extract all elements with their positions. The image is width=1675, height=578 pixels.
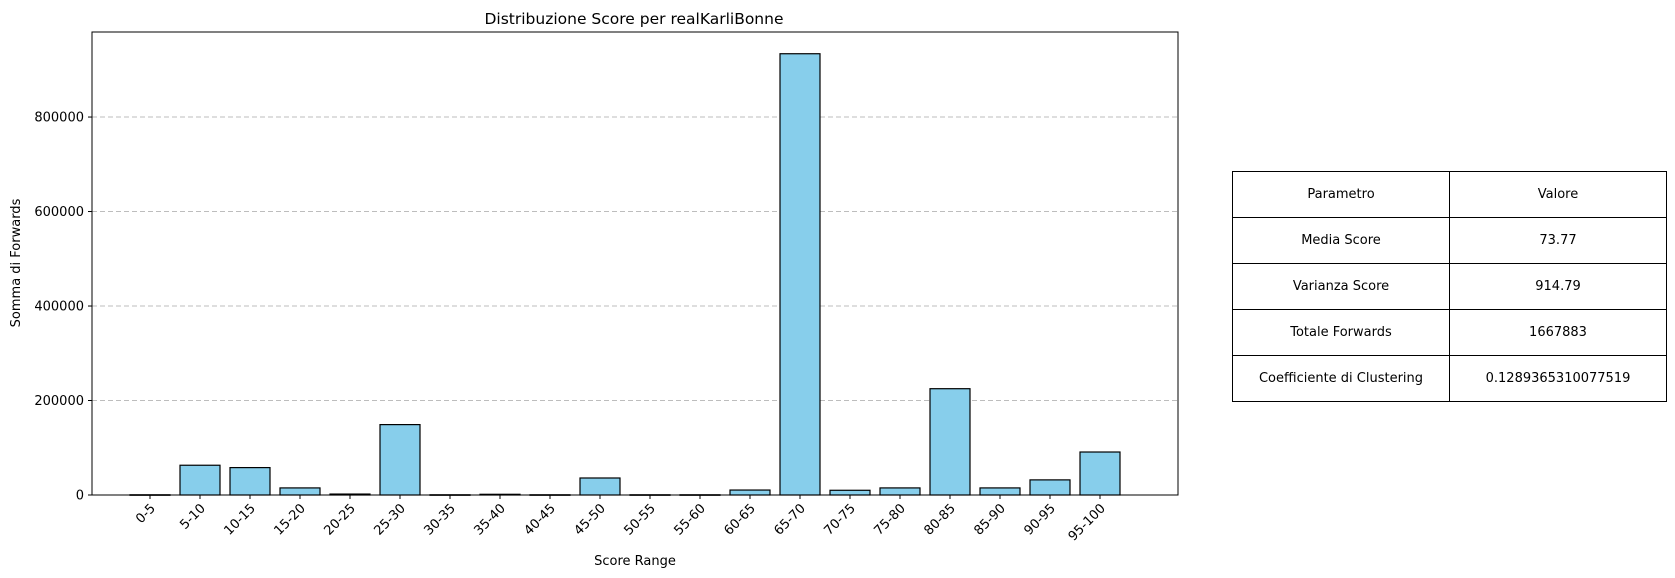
x-tick-label: 30-35 xyxy=(422,501,459,538)
table-cell-parameter: Varianza Score xyxy=(1232,263,1450,310)
table-cell-value: 73.77 xyxy=(1449,217,1667,264)
x-tick-label: 0-5 xyxy=(133,501,159,527)
table-cell-parameter: Coefficiente di Clustering xyxy=(1232,355,1450,402)
x-tick-label: 55-60 xyxy=(672,501,709,538)
table-row: Totale Forwards 1667883 xyxy=(1232,309,1667,356)
plot-frame xyxy=(91,31,1179,496)
bar xyxy=(1029,479,1071,496)
gridlines xyxy=(92,116,1178,402)
bar xyxy=(379,424,421,496)
x-tick-label: 75-80 xyxy=(872,501,909,538)
table-cell-parameter: Media Score xyxy=(1232,217,1450,264)
bar xyxy=(929,388,971,496)
table-row: Varianza Score 914.79 xyxy=(1232,263,1667,310)
x-tick-label: 5-10 xyxy=(177,501,208,532)
x-tick-label: 20-25 xyxy=(322,501,359,538)
table-header-cell: Parametro xyxy=(1232,171,1450,218)
bar xyxy=(779,53,821,496)
bar xyxy=(1079,451,1121,496)
statistics-table: Parametro Valore Media Score 73.77 Varia… xyxy=(1232,171,1667,402)
y-tick-label: 800000 xyxy=(34,111,84,126)
bar xyxy=(229,466,271,496)
x-tick-label: 40-45 xyxy=(522,501,559,538)
table-row: Coefficiente di Clustering 0.12893653100… xyxy=(1232,355,1667,402)
table-cell-value: 914.79 xyxy=(1449,263,1667,310)
x-tick-label: 95-100 xyxy=(1066,501,1109,544)
table-cell-parameter: Totale Forwards xyxy=(1232,309,1450,356)
table-header-row: Parametro Valore xyxy=(1232,171,1667,218)
x-axis-label: Score Range xyxy=(594,554,676,569)
chart-title: Distribuzione Score per realKarliBonne xyxy=(484,10,783,28)
y-tick-label: 400000 xyxy=(34,300,84,315)
x-tick-label: 50-55 xyxy=(622,501,659,538)
y-tick-label: 600000 xyxy=(34,205,84,220)
bar xyxy=(879,487,921,496)
x-tick-label: 70-75 xyxy=(822,501,859,538)
x-tick-label: 25-30 xyxy=(372,501,409,538)
x-tick-label: 65-70 xyxy=(772,501,809,538)
bar xyxy=(979,487,1021,496)
x-tick-label: 80-85 xyxy=(922,501,959,538)
table-row: Media Score 73.77 xyxy=(1232,217,1667,264)
y-axis-label: Somma di Forwards xyxy=(9,198,24,327)
x-tick-label: 45-50 xyxy=(572,501,609,538)
y-tick-label: 200000 xyxy=(34,394,84,409)
x-tick-label: 10-15 xyxy=(222,501,259,538)
bars xyxy=(129,53,1121,496)
bar xyxy=(729,489,771,496)
x-tick-label: 60-65 xyxy=(722,501,759,538)
y-axis: 0 200000 400000 600000 800000 xyxy=(34,111,92,504)
bar xyxy=(179,464,221,496)
x-tick-label: 85-90 xyxy=(972,501,1009,538)
table-header-cell: Valore xyxy=(1449,171,1667,218)
x-tick-label: 15-20 xyxy=(272,501,309,538)
table-cell-value: 0.1289365310077519 xyxy=(1449,355,1667,402)
x-tick-label: 35-40 xyxy=(472,501,509,538)
x-axis: 0-5 5-10 10-15 15-20 20-25 25-30 30-35 35-40 40-… xyxy=(133,495,1109,544)
bar xyxy=(279,487,321,496)
table-cell-value: 1667883 xyxy=(1449,309,1667,356)
bar xyxy=(829,489,871,496)
bar xyxy=(579,477,621,496)
y-tick-label: 0 xyxy=(76,489,84,504)
x-tick-label: 90-95 xyxy=(1022,501,1059,538)
